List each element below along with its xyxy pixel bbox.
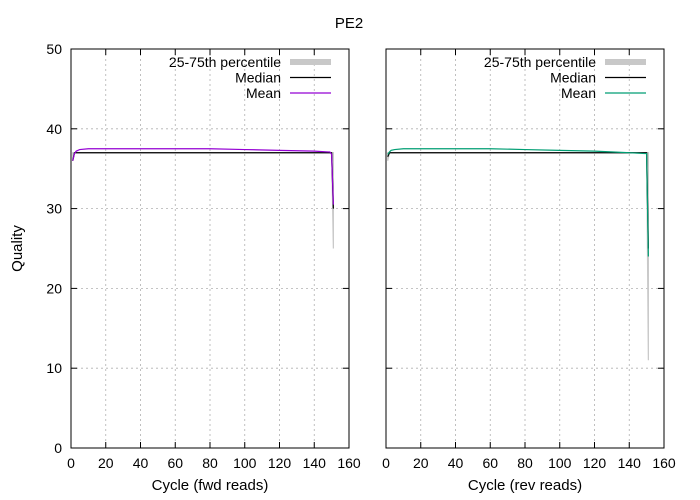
x-tick-label: 120 (583, 455, 607, 471)
x-tick-label: 40 (133, 455, 149, 471)
mean-line (72, 148, 334, 205)
x-tick-label: 120 (268, 455, 292, 471)
x-tick-label: 60 (167, 455, 183, 471)
mean-line (387, 148, 649, 257)
x-tick-label: 100 (233, 455, 257, 471)
y-tick-label: 40 (46, 121, 62, 137)
x-tick-label: 60 (482, 455, 498, 471)
median-line (387, 152, 649, 249)
x-axis-label: Cycle (rev reads) (468, 477, 582, 494)
y-axis-label: Quality (9, 225, 26, 272)
x-tick-label: 80 (202, 455, 218, 471)
percentile-band (387, 152, 649, 361)
legend-label: 25-75th percentile (484, 54, 596, 70)
legend-label: Median (235, 70, 281, 86)
legend-label: Mean (246, 85, 281, 101)
legend-swatch-band (605, 59, 646, 65)
percentile-band (72, 152, 334, 249)
y-tick-label: 10 (46, 360, 62, 376)
legend-label: Mean (561, 85, 596, 101)
legend-label: Median (550, 70, 596, 86)
x-tick-label: 160 (337, 455, 361, 471)
y-tick-label: 30 (46, 201, 62, 217)
x-tick-label: 100 (548, 455, 572, 471)
panel-fwd-reads: 0 20 40 60 80 100 120 140 160 0 10 20 30 40 50 Cycle (f… (9, 41, 361, 494)
x-tick-label: 0 (382, 455, 390, 471)
x-tick-label: 160 (652, 455, 676, 471)
legend-label: 25-75th percentile (169, 54, 281, 70)
x-tick-label: 40 (448, 455, 464, 471)
x-tick-label: 80 (517, 455, 533, 471)
x-tick-label: 140 (618, 455, 642, 471)
median-line (72, 152, 334, 209)
panel-rev-reads: 0 20 40 60 80 100 120 140 160 Cycle (rev reads) 25… (382, 48, 676, 494)
y-tick-label: 20 (46, 280, 62, 296)
y-tick-label: 50 (46, 41, 62, 57)
x-tick-label: 20 (98, 455, 114, 471)
figure-title: PE2 (335, 15, 363, 32)
plot-frame (70, 48, 350, 449)
x-axis-label: Cycle (fwd reads) (152, 477, 269, 494)
x-tick-label: 140 (303, 455, 327, 471)
legend-swatch-band (290, 59, 331, 65)
x-tick-label: 20 (413, 455, 429, 471)
y-tick-label: 0 (54, 440, 62, 456)
plot-frame (385, 48, 665, 449)
x-tick-label: 0 (67, 455, 75, 471)
